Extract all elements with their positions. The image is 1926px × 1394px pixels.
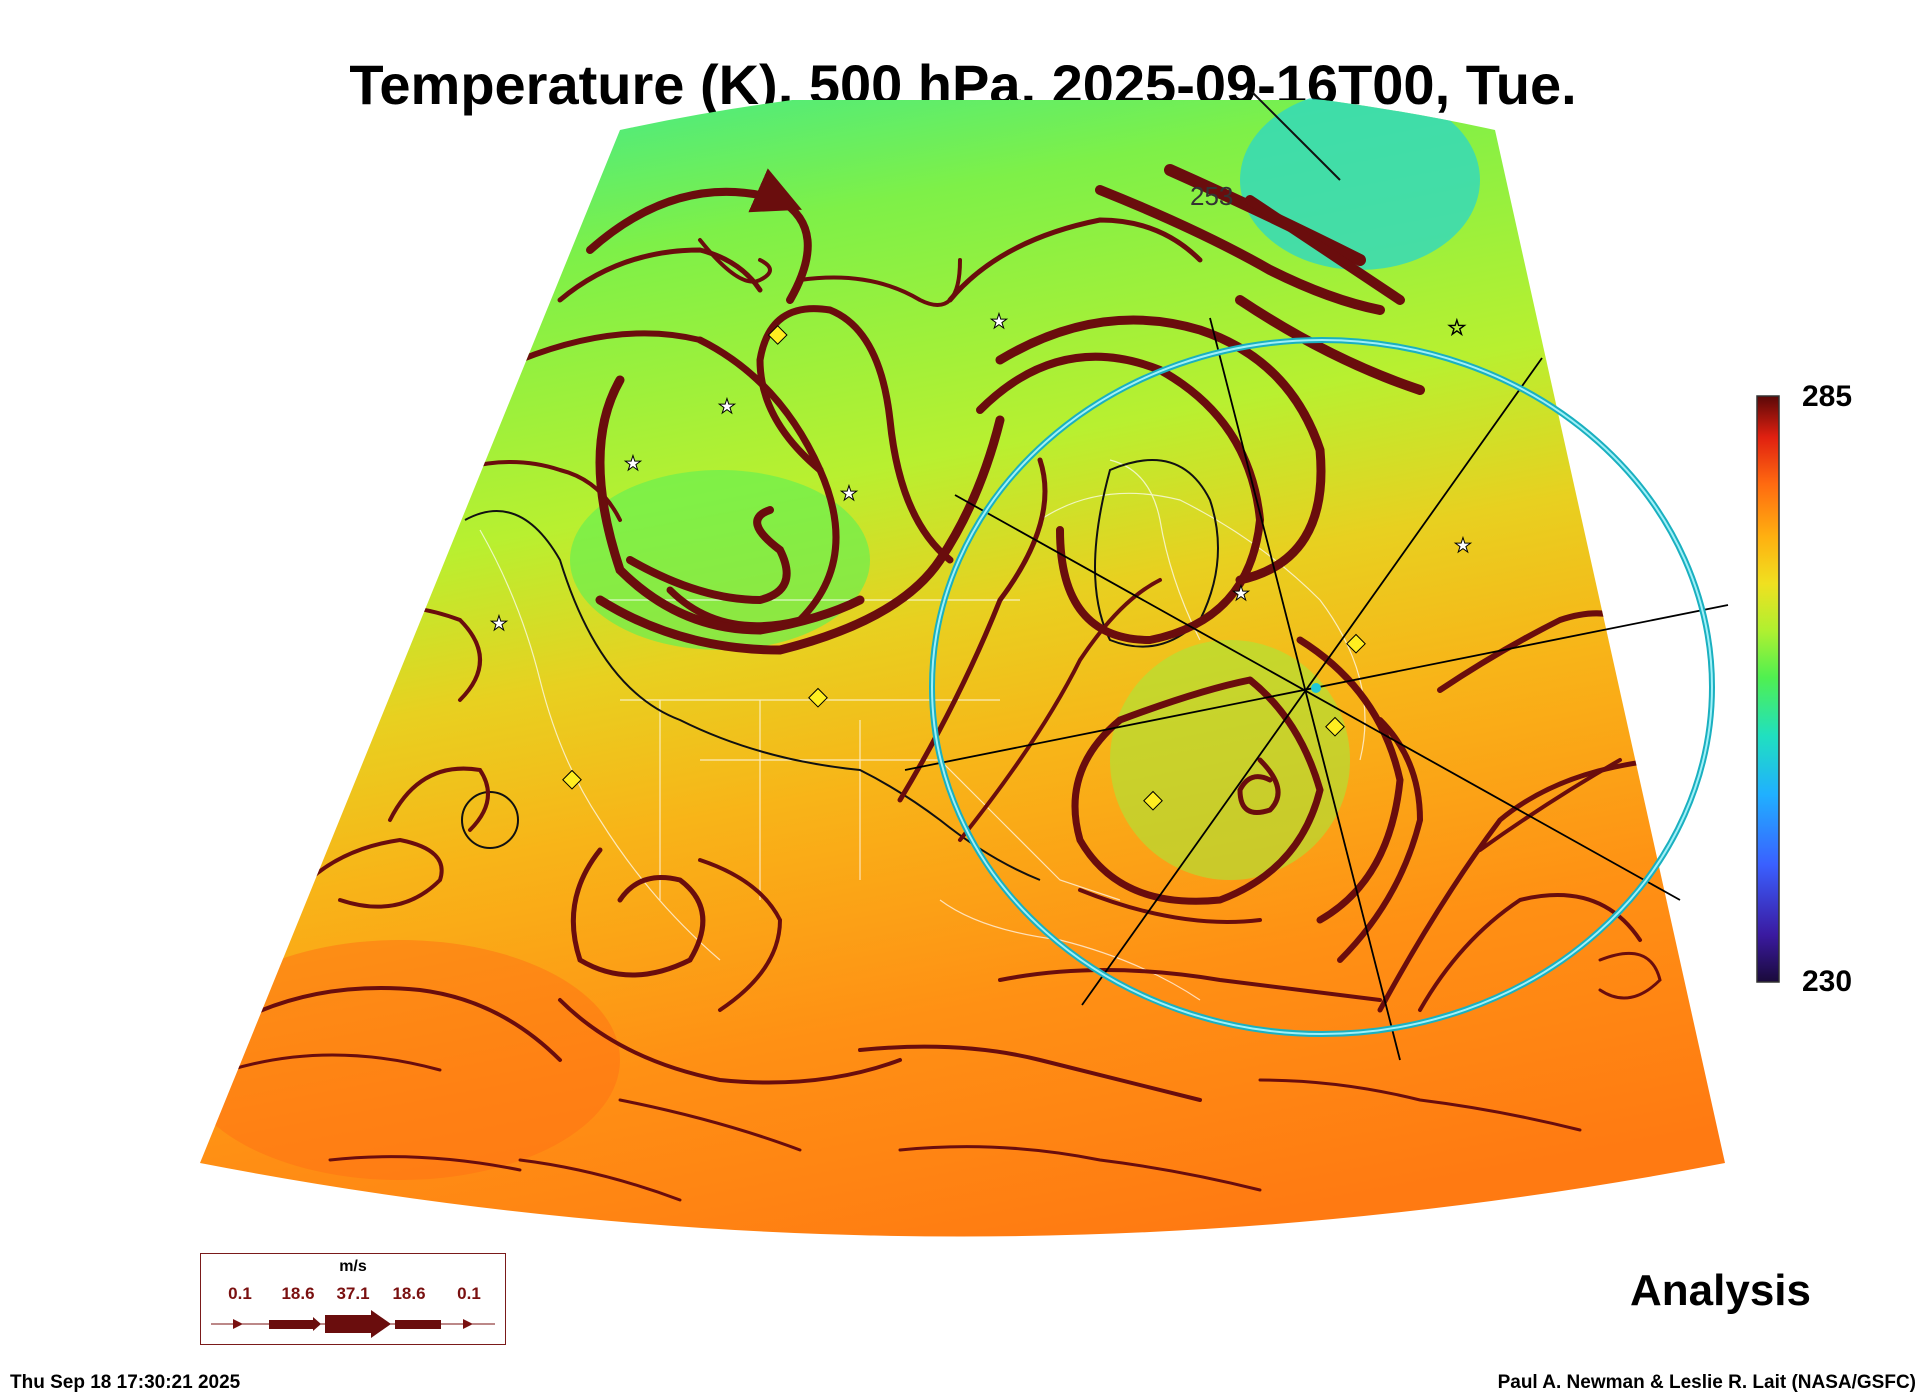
wind-legend-value: 37.1	[336, 1284, 370, 1303]
wind-legend-value: 18.6	[281, 1284, 315, 1303]
wind-legend-arrows	[211, 1310, 495, 1338]
star-6: ★	[1232, 583, 1250, 605]
generation-timestamp: Thu Sep 18 17:30:21 2025	[10, 1372, 241, 1393]
author-credit: Paul A. Newman & Leslie R. Lait (NASA/GS…	[1497, 1372, 1916, 1393]
colorbar-max-label: 285	[1802, 380, 1853, 413]
star-2: ★	[718, 396, 736, 418]
analysis-label: Analysis	[1630, 1266, 1811, 1315]
wind-legend-unit: m/s	[339, 1258, 367, 1275]
wind-streamlines	[228, 164, 1663, 1202]
wind-legend-value: 18.6	[392, 1284, 426, 1303]
svg-text:☆: ☆	[1447, 315, 1467, 340]
coastlines	[479, 459, 1366, 1001]
station-markers: ★ ★ ★ ★ ★ ★ ★ ☆	[490, 311, 1472, 811]
cross-section-overlay	[904, 317, 1729, 1061]
wind-legend-value: 0.1	[228, 1284, 252, 1303]
star-4: ★	[840, 483, 858, 505]
star-1: ★	[990, 311, 1008, 333]
star-7: ★	[1454, 535, 1472, 557]
colorbar	[1756, 395, 1780, 983]
temperature-field	[200, 82, 1725, 1237]
star-5: ★	[490, 613, 508, 635]
wind-speed-legend: m/s 0.1 18.6 37.1 18.6 0.1	[200, 1253, 506, 1345]
colorbar-min-label: 230	[1802, 965, 1853, 998]
wind-legend-value: 0.1	[457, 1284, 481, 1303]
star-3: ★	[624, 453, 642, 475]
contour-label-253: 253	[1190, 181, 1233, 211]
contours	[461, 82, 1341, 881]
